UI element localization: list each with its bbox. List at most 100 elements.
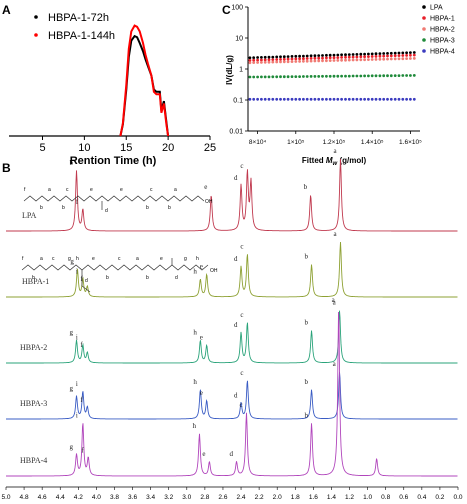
panel-c-point-lpa-9 [282, 55, 286, 59]
panel-b-sample-label-lpa: LPA [22, 211, 37, 220]
panel-c-legend-marker-lpa [422, 5, 426, 9]
hbpa-sub-0: b [32, 275, 35, 281]
panel-b-xtick-label-23: 0.4 [417, 494, 426, 501]
hbpa-sub-4: d [175, 275, 178, 281]
panel-c-point-lpa-40 [401, 51, 405, 55]
panel-c-point-hbpa-3-30 [363, 74, 366, 78]
panel-c-xlabel-sub: w [333, 161, 338, 167]
panel-c-point-hbpa-4-39 [397, 97, 401, 101]
panel-b-peak-label-hbpa-3-1: i [76, 380, 78, 388]
panel-c-point-hbpa-1-11 [290, 57, 294, 61]
panel-c-point-hbpa-1-21 [328, 56, 332, 60]
panel-c-point-lpa-14 [302, 54, 305, 58]
lpa-sub-0: b [40, 205, 43, 211]
panel-b-xtick-label-14: 2.2 [255, 494, 264, 501]
panel-c-xtick-label-1: 1×10⁵ [287, 139, 305, 146]
panel-c-y-ticks: 100 10 1 0.1 0.01 [229, 5, 248, 136]
panel-b-xtick-label-2: 4.6 [38, 494, 47, 501]
panel-b-peak-label-hbpa-2-1: i [76, 334, 78, 342]
panel-c-point-hbpa-3-40 [401, 74, 405, 77]
panel-b-peak-label-hbpa-4-1: i [76, 412, 78, 420]
panel-c-point-hbpa-1-5 [267, 58, 271, 62]
panel-c-point-hbpa-3-9 [282, 75, 286, 79]
panel-b-peak-label-hbpa-4-3: h [192, 422, 196, 430]
panel-c-point-hbpa-1-24 [340, 56, 343, 59]
panel-b-xtick-label-24: 0.2 [435, 494, 444, 501]
panel-c-point-hbpa-3-13 [298, 75, 301, 78]
panel-c-point-hbpa-2-40 [401, 57, 405, 61]
hbpa-sub-3: b [146, 275, 149, 281]
panel-c-point-hbpa-3-23 [336, 74, 340, 78]
panel-c-point-hbpa-2-30 [363, 58, 366, 62]
hbpa-letter-1: a [40, 256, 43, 262]
hbpa-letter-5: e [92, 256, 95, 262]
panel-c-point-hbpa-2-18 [317, 59, 321, 63]
lpa-sub-3: b [146, 205, 149, 211]
panel-c-point-hbpa-2-12 [294, 60, 298, 63]
panel-b-peak-label-hbpa-2-2: f [80, 341, 83, 349]
panel-c-point-lpa-19 [321, 54, 324, 57]
panel-b-peak-label-hbpa-1-1: i [76, 268, 78, 276]
panel-c-point-hbpa-2-27 [351, 58, 355, 62]
panel-b-xtick-label-18: 1.4 [327, 494, 336, 501]
panel-b-peak-label-lpa-4: c [240, 162, 243, 170]
panel-c-series-hbpa-4 [248, 97, 416, 101]
panel-c-point-hbpa-1-22 [332, 56, 336, 60]
panel-c-point-hbpa-2-34 [378, 57, 382, 61]
panel-c-point-hbpa-3-8 [279, 75, 282, 79]
panel-c-point-hbpa-4-26 [347, 97, 351, 101]
panel-c-point-hbpa-3-42 [409, 74, 412, 77]
panel-b-trace-lpa [6, 158, 458, 232]
panel-c-point-lpa-0 [248, 56, 252, 60]
panel-label-a: A [2, 3, 11, 17]
panel-c-ytick-label-3: 0.1 [233, 98, 243, 105]
panel-b-xtick-label-25: 0.0 [453, 494, 462, 501]
panel-b-x-ticks: 5.0 4.8 4.6 4.4 4.2 4.0 3.8 3.6 3.4 3.2 3.0 2.8 2.6 2… [1, 487, 463, 501]
panel-c-point-hbpa-2-20 [325, 59, 328, 63]
panel-c-point-lpa-13 [298, 54, 301, 58]
panel-b-trace-hbpa-2 [6, 310, 458, 364]
hbpa-letter-7: a [136, 256, 139, 262]
panel-b-peak-label-hbpa-2-6: c [240, 311, 243, 319]
panel-b-peak-label-hbpa-4-6: c [239, 401, 242, 409]
panel-c-legend-label-hbpa-1: HBPA-1 [430, 16, 455, 23]
panel-c-point-hbpa-1-18 [317, 56, 321, 60]
panel-c-point-hbpa-3-24 [340, 74, 343, 78]
lpa-letter-5: c [150, 187, 153, 193]
panel-c-point-hbpa-3-41 [405, 74, 408, 77]
panel-c-point-hbpa-2-10 [286, 60, 290, 64]
panel-c-xtick-label-3: 1.4×10⁵ [361, 139, 384, 146]
lpa-backbone [23, 195, 205, 202]
hbpa-oh: OH [210, 268, 218, 274]
panel-c-point-hbpa-4-32 [370, 97, 374, 101]
panel-c-point-hbpa-4-24 [340, 97, 343, 101]
lpa-letter-3: e [90, 187, 93, 193]
panel-c-point-hbpa-2-7 [275, 60, 279, 64]
panel-c-point-hbpa-4-29 [359, 97, 363, 101]
panel-c-point-hbpa-1-7 [275, 58, 279, 61]
panel-c-point-hbpa-2-0 [248, 61, 252, 65]
panel-c-point-lpa-28 [355, 53, 359, 56]
panel-c-point-hbpa-2-42 [409, 57, 412, 60]
panel-b-xtick-label-22: 0.6 [399, 494, 408, 501]
panel-b-peak-label-hbpa-1-7: b [305, 253, 309, 261]
panel-c-point-hbpa-4-40 [401, 97, 405, 101]
hbpa-structure: f a c g h e c a e g h b d b b d OH [21, 256, 218, 293]
panel-c-point-hbpa-2-36 [386, 57, 389, 61]
panel-c-point-lpa-27 [351, 53, 355, 56]
panel-c-point-lpa-20 [325, 53, 328, 57]
panel-c-point-hbpa-3-18 [317, 75, 321, 78]
panel-c-point-hbpa-2-6 [271, 60, 275, 64]
panel-c-point-hbpa-3-20 [325, 74, 328, 78]
panel-c-point-hbpa-2-15 [305, 59, 309, 63]
panel-c-point-lpa-32 [370, 52, 374, 56]
panel-c-point-hbpa-4-13 [298, 97, 301, 101]
panel-c-point-hbpa-3-19 [321, 74, 324, 78]
legend-marker-hbpa-1-144h [34, 33, 38, 37]
panel-c-point-hbpa-3-34 [378, 74, 382, 78]
panel-b-peak-label-hbpa-2-4: e [200, 334, 203, 342]
panel-c-point-lpa-34 [378, 52, 382, 55]
panel-c-point-lpa-38 [393, 51, 397, 55]
panel-c-point-hbpa-3-26 [347, 74, 351, 78]
